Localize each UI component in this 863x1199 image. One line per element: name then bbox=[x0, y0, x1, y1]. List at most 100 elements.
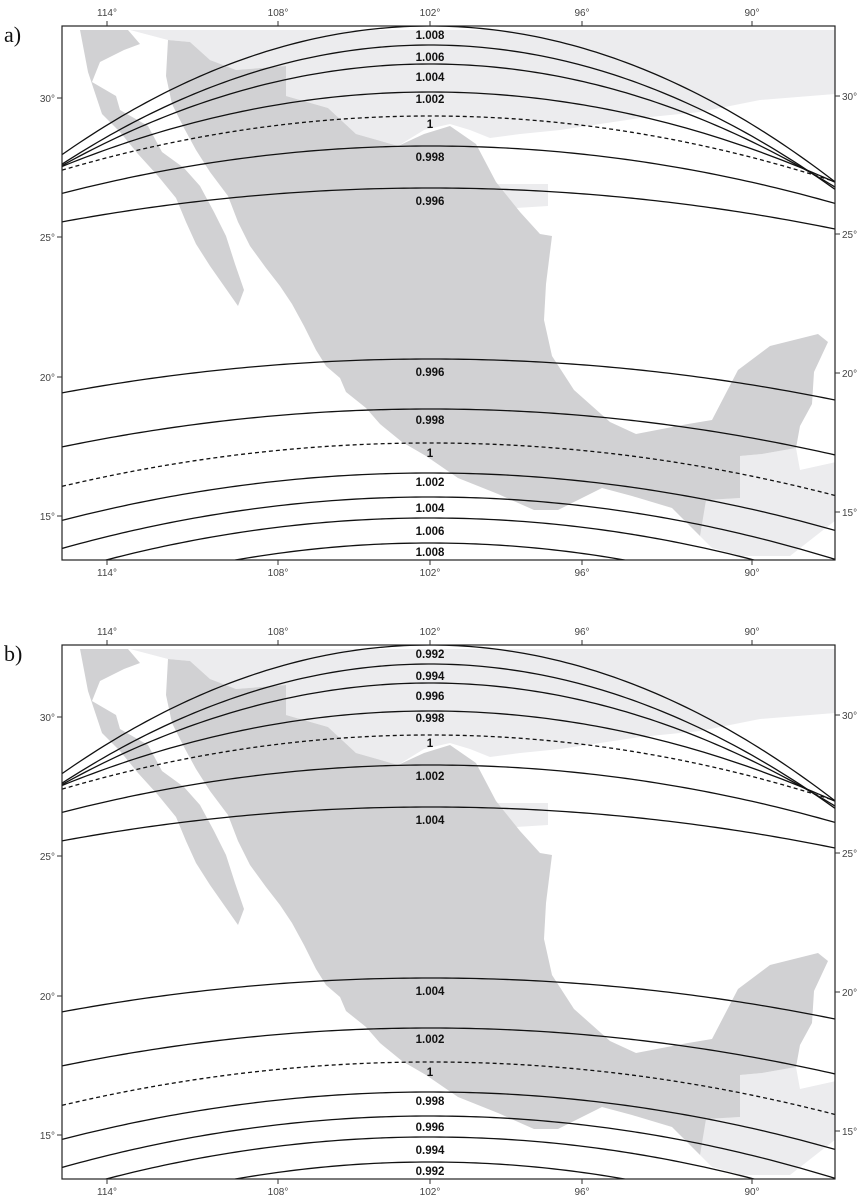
lat-label-right: 20° bbox=[842, 988, 857, 999]
isoline-label: 0.998 bbox=[416, 152, 445, 164]
isoline-label: 0.992 bbox=[416, 1166, 445, 1178]
lat-label-left: 25° bbox=[40, 233, 55, 244]
isoline bbox=[231, 1161, 629, 1179]
isoline bbox=[62, 187, 835, 230]
isoline bbox=[62, 408, 835, 456]
isoline bbox=[62, 806, 835, 849]
isoline bbox=[62, 63, 835, 188]
isoline-label: 0.996 bbox=[416, 196, 445, 208]
isoline-label: 1 bbox=[427, 1067, 434, 1079]
isoline-label: 0.998 bbox=[416, 415, 445, 427]
lon-label-top: 96° bbox=[574, 627, 589, 638]
isoline bbox=[62, 710, 835, 802]
lon-label-bottom: 90° bbox=[744, 568, 759, 579]
isoline-label: 1.002 bbox=[416, 477, 445, 489]
lat-label-left: 15° bbox=[40, 1131, 55, 1142]
lat-label-left: 20° bbox=[40, 992, 55, 1003]
lat-label-right: 15° bbox=[842, 508, 857, 519]
isoline-label: 1.008 bbox=[416, 30, 445, 42]
lon-label-top: 108° bbox=[268, 8, 289, 19]
isoline-label: 1.002 bbox=[416, 771, 445, 783]
lon-label-bottom: 102° bbox=[420, 568, 441, 579]
isoline bbox=[62, 91, 835, 183]
panel-a-label: a) bbox=[4, 22, 22, 47]
lat-label-left: 15° bbox=[40, 512, 55, 523]
land-mexico bbox=[80, 30, 828, 536]
lon-label-top: 114° bbox=[97, 8, 117, 19]
lon-label-bottom: 102° bbox=[420, 1187, 441, 1198]
isoline-label: 1.004 bbox=[416, 72, 445, 84]
isoline bbox=[62, 764, 835, 824]
isoline bbox=[62, 663, 835, 809]
lon-label-bottom: 90° bbox=[744, 1187, 759, 1198]
isoline bbox=[62, 472, 835, 532]
isoline-label: 1.004 bbox=[416, 986, 445, 998]
isoline-label: 0.992 bbox=[416, 649, 445, 661]
land-central-america bbox=[700, 448, 835, 556]
lon-label-top: 90° bbox=[744, 8, 759, 19]
isoline-label: 1.004 bbox=[416, 815, 445, 827]
isoline bbox=[62, 496, 835, 560]
isoline-label: 1 bbox=[427, 119, 434, 131]
lon-label-bottom: 114° bbox=[97, 568, 117, 579]
lon-label-bottom: 96° bbox=[574, 1187, 589, 1198]
isoline-label: 1 bbox=[427, 448, 434, 460]
isoline-label: 0.996 bbox=[416, 691, 445, 703]
lon-label-bottom: 114° bbox=[97, 1187, 117, 1198]
panel-b-label: b) bbox=[4, 641, 23, 666]
isoline-label: 1.002 bbox=[416, 94, 445, 106]
land-mexico bbox=[80, 649, 828, 1155]
isoline bbox=[62, 1115, 835, 1179]
isoline-label: 1.008 bbox=[416, 547, 445, 559]
lon-label-top: 90° bbox=[744, 627, 759, 638]
isoline bbox=[231, 542, 629, 560]
isoline-label: 0.996 bbox=[416, 367, 445, 379]
lat-label-right: 25° bbox=[842, 230, 857, 241]
lat-label-right: 30° bbox=[842, 92, 857, 103]
map-area bbox=[62, 26, 835, 560]
map-frame bbox=[61, 25, 836, 561]
isoline-label: 0.998 bbox=[416, 1096, 445, 1108]
isoline-label: 0.994 bbox=[416, 1145, 445, 1157]
isoline bbox=[62, 115, 835, 183]
lat-label-right: 25° bbox=[842, 849, 857, 860]
isoline bbox=[103, 1136, 757, 1179]
lon-label-top: 102° bbox=[420, 8, 441, 19]
isoline bbox=[62, 358, 835, 401]
isoline-label: 0.996 bbox=[416, 1122, 445, 1134]
isoline-label: 1.004 bbox=[416, 503, 445, 515]
lat-label-left: 25° bbox=[40, 852, 55, 863]
isoline bbox=[62, 1091, 835, 1151]
isoline bbox=[62, 734, 835, 802]
isoline-label: 1 bbox=[427, 738, 434, 750]
isoline bbox=[62, 145, 835, 205]
lon-label-bottom: 108° bbox=[268, 1187, 289, 1198]
lon-label-top: 114° bbox=[97, 627, 117, 638]
lon-label-bottom: 96° bbox=[574, 568, 589, 579]
lon-label-bottom: 108° bbox=[268, 568, 289, 579]
lat-label-left: 30° bbox=[40, 713, 55, 724]
lat-label-right: 15° bbox=[842, 1127, 857, 1138]
lon-label-top: 108° bbox=[268, 627, 289, 638]
lat-label-left: 20° bbox=[40, 373, 55, 384]
isoline-label: 1.006 bbox=[416, 526, 445, 538]
land-central-america bbox=[700, 1067, 835, 1175]
isoline bbox=[62, 44, 835, 190]
lon-label-top: 96° bbox=[574, 8, 589, 19]
isoline bbox=[103, 517, 757, 560]
lat-label-right: 30° bbox=[842, 711, 857, 722]
isoline bbox=[62, 682, 835, 807]
map-frame bbox=[61, 644, 836, 1180]
isoline-label: 0.994 bbox=[416, 671, 445, 683]
isoline-label: 1.002 bbox=[416, 1034, 445, 1046]
scale-factor-map-b: 0.992 0.994 0.996 0.998 1 1.002 1.004 1.004 1.00… bbox=[40, 627, 857, 1198]
isoline-label: 0.998 bbox=[416, 713, 445, 725]
isoline bbox=[62, 977, 835, 1020]
map-area bbox=[62, 645, 835, 1179]
lat-label-left: 30° bbox=[40, 94, 55, 105]
isoline-label: 1.006 bbox=[416, 52, 445, 64]
isoline bbox=[62, 1027, 835, 1075]
scale-factor-map-a: 1.008 1.006 1.004 1.002 1 0.998 0.996 0.996 0.99… bbox=[40, 8, 857, 579]
lat-label-right: 20° bbox=[842, 369, 857, 380]
lon-label-top: 102° bbox=[420, 627, 441, 638]
